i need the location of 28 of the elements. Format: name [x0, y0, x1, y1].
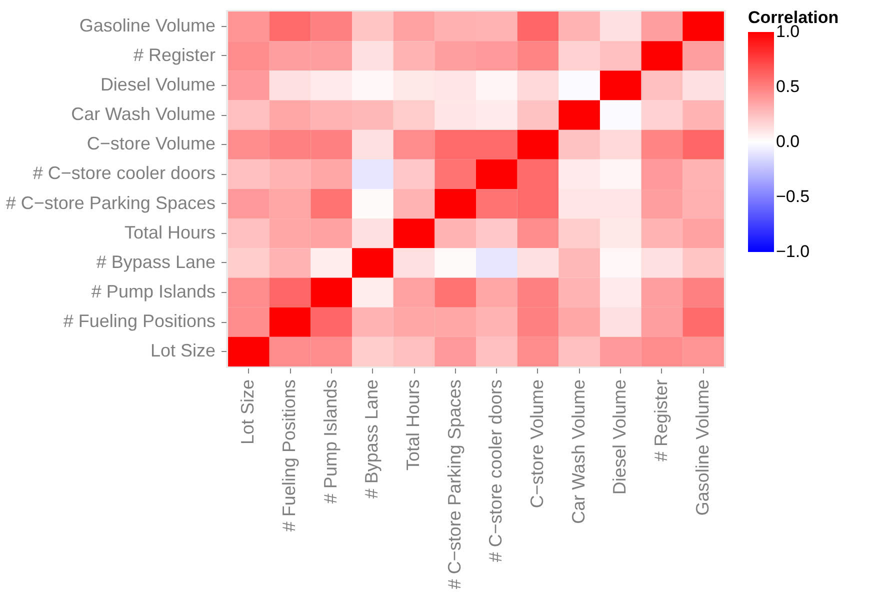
x-tick-label: Total Hours: [403, 380, 424, 471]
color-bar-label: 0.5: [776, 77, 800, 96]
y-tick-label: # C−store Parking Spaces: [6, 192, 216, 213]
y-tick-label: Total Hours: [124, 222, 216, 242]
x-tick-label: C−store Volume: [526, 380, 547, 508]
x-tick-label: Lot Size: [238, 380, 258, 445]
y-tick-label: # Fueling Positions: [63, 311, 216, 332]
color-bar-label: 0.0: [776, 132, 800, 151]
y-tick-label: # Register: [133, 44, 216, 65]
color-bar-label: −0.5: [776, 187, 810, 206]
y-tick-label: # Pump Islands: [91, 282, 216, 302]
x-tick-label: Car Wash Volume: [568, 380, 588, 524]
y-tick-label: Car Wash Volume: [71, 104, 216, 124]
x-tick-label: Gasoline Volume: [692, 380, 712, 516]
x-tick-label: # Bypass Lane: [362, 380, 382, 499]
y-tick-label: Lot Size: [150, 340, 216, 361]
y-tick-label: Diesel Volume: [100, 74, 216, 94]
y-tick-label: C−store Volume: [86, 134, 216, 154]
x-tick-label: # C−store cooler doors: [486, 380, 506, 562]
y-tick-label: Gasoline Volume: [79, 15, 216, 36]
y-tick-label: # Bypass Lane: [96, 252, 216, 272]
x-tick-label: # Register: [650, 380, 671, 462]
x-tick-label: # Pump Islands: [320, 380, 340, 504]
x-tick-label: # C−store Parking Spaces: [444, 380, 464, 590]
color-bar-label: 1.0: [776, 22, 800, 41]
color-bar-label: −1.0: [776, 242, 810, 261]
x-tick-label: Diesel Volume: [610, 380, 630, 495]
y-tick-label: # C−store cooler doors: [32, 163, 216, 184]
